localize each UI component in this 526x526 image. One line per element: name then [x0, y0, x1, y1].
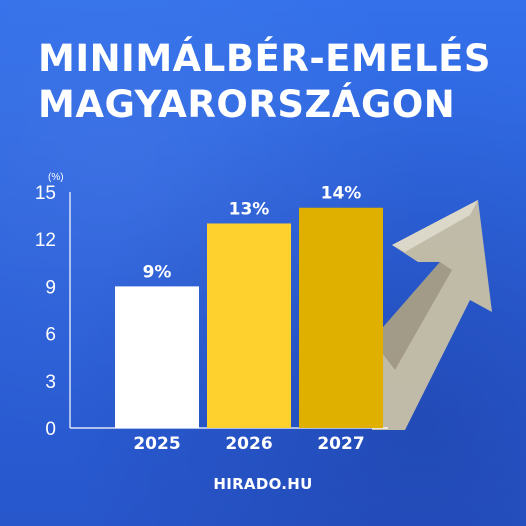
source-label: HIRADO.HU	[213, 475, 313, 493]
title-line-2: MAGYARORSZÁGON	[38, 83, 456, 126]
y-axis-unit-label: (%)	[48, 172, 64, 183]
x-tick-labels: 2025 2026 2027	[133, 434, 364, 454]
y-tick-label: 3	[45, 372, 56, 393]
data-label-2025: 9%	[143, 262, 172, 282]
data-label-2027: 14%	[321, 184, 362, 204]
y-tick-label: 0	[45, 419, 56, 440]
bar-2026	[207, 223, 291, 428]
y-tick-label: 15	[35, 183, 56, 204]
x-tick-label-2025: 2025	[133, 434, 180, 454]
y-tick-labels: 0 3 6 9 12 15	[35, 183, 56, 440]
title-line-1: MINIMÁLBÉR-EMELÉS	[38, 37, 492, 80]
bars	[115, 207, 383, 428]
bar-2025	[115, 286, 199, 428]
banknote-arrow-icon	[372, 200, 492, 430]
x-tick-label-2026: 2026	[225, 434, 272, 454]
bar-2027	[299, 207, 383, 428]
y-tick-label: 9	[45, 277, 56, 298]
data-labels: 9% 13% 14%	[143, 184, 362, 283]
x-tick-label-2027: 2027	[317, 434, 364, 454]
y-tick-label: 6	[45, 325, 56, 346]
page-title: MINIMÁLBÉR-EMELÉS MAGYARORSZÁGON	[38, 36, 498, 128]
data-label-2026: 13%	[229, 199, 270, 219]
y-tick-label: 12	[35, 230, 56, 251]
